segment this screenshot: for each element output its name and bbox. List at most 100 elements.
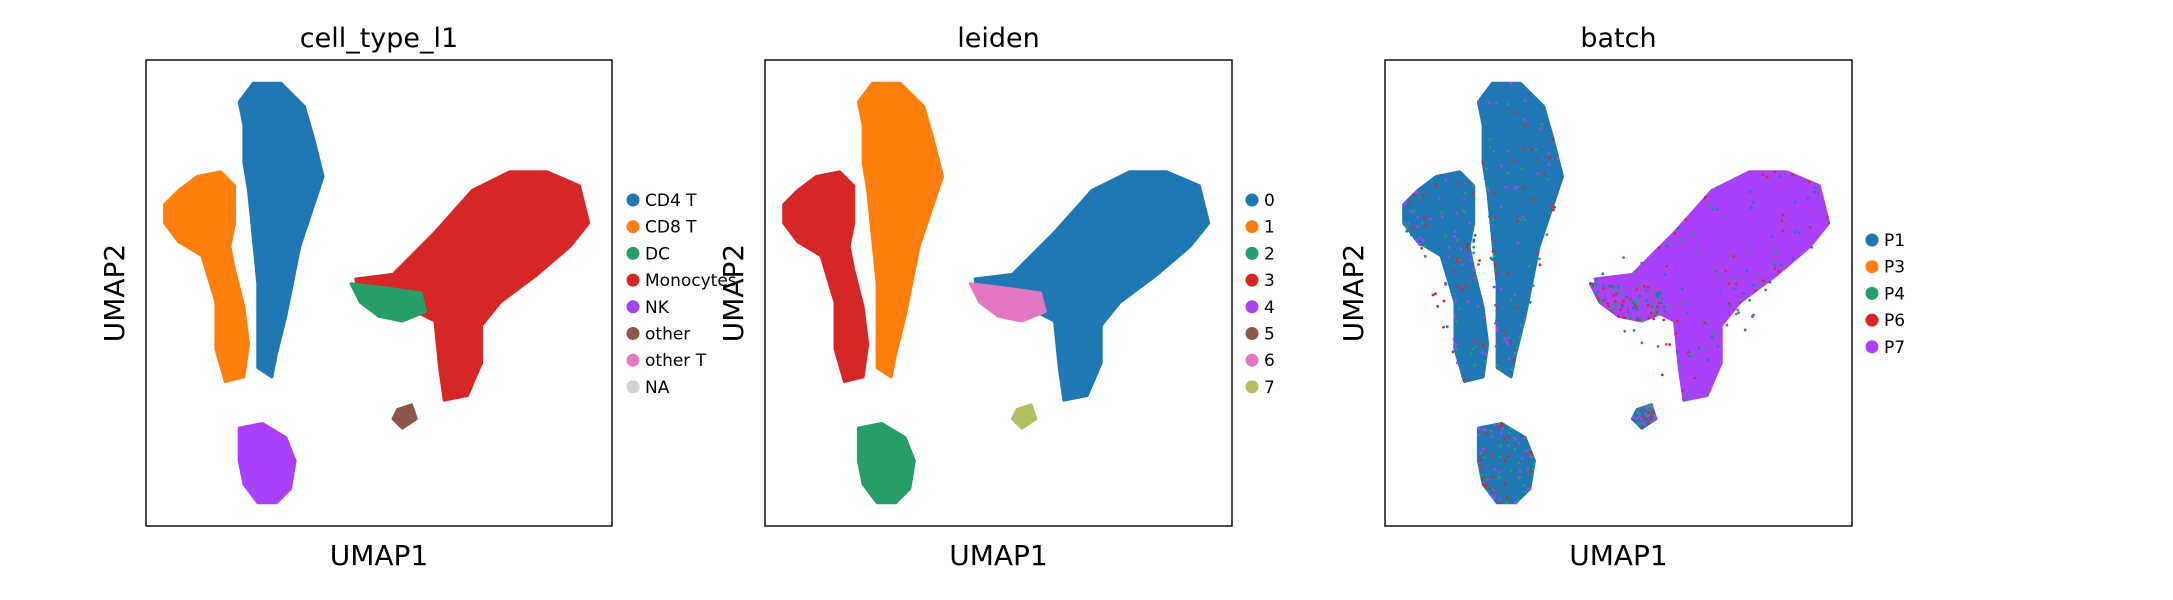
cell-point — [1510, 369, 1514, 372]
cell-point — [1772, 260, 1776, 263]
legend-label: 0 — [1264, 191, 1275, 211]
cell-point — [1460, 263, 1464, 267]
cell-point — [1423, 254, 1427, 258]
cell-point — [1688, 354, 1692, 358]
cluster-region — [1402, 170, 1490, 383]
cell-point — [1723, 214, 1727, 218]
legend-marker — [1865, 233, 1879, 247]
cell-point — [1512, 359, 1516, 363]
cell-point — [1533, 252, 1537, 256]
cell-point — [1485, 431, 1488, 435]
cell-point — [1773, 263, 1777, 267]
cell-point — [1445, 325, 1449, 329]
legend-marker — [1865, 286, 1879, 300]
cell-point — [1516, 219, 1520, 223]
cell-point — [1491, 249, 1495, 253]
cell-point — [1515, 185, 1519, 189]
cell-point — [1757, 273, 1760, 277]
cell-point — [1682, 398, 1686, 402]
cell-point — [1714, 269, 1718, 273]
cell-point — [1635, 269, 1639, 273]
cell-point — [1505, 478, 1509, 482]
cell-point — [1502, 446, 1505, 450]
cell-point — [1507, 357, 1511, 360]
cell-point — [1632, 275, 1636, 279]
cell-point — [1680, 287, 1684, 291]
cell-point — [1712, 332, 1715, 335]
cell-point — [1517, 498, 1521, 502]
y-axis-label: UMAP2 — [1337, 244, 1370, 343]
cell-point — [1743, 328, 1747, 332]
cell-point — [1492, 285, 1496, 289]
cell-point — [1470, 312, 1474, 316]
y-axis-label: UMAP2 — [717, 244, 750, 343]
cell-point — [1466, 242, 1470, 246]
cell-point — [1761, 173, 1765, 176]
cell-point — [1452, 345, 1456, 349]
cell-point — [1490, 494, 1493, 497]
legend-marker — [626, 300, 640, 314]
cell-point — [1634, 420, 1638, 424]
cell-point — [1484, 167, 1488, 171]
cell-point — [1528, 264, 1531, 268]
cell-point — [1518, 217, 1522, 221]
cell-point — [1716, 186, 1719, 190]
cell-point — [1732, 255, 1736, 258]
cell-point — [1415, 239, 1419, 242]
cell-point — [1525, 450, 1528, 453]
legend-label: P6 — [1884, 311, 1905, 331]
cell-point — [1810, 198, 1814, 202]
cell-point — [1462, 198, 1466, 202]
panel-title: leiden — [957, 23, 1039, 54]
cell-point — [1684, 218, 1688, 222]
cell-point — [1483, 452, 1487, 456]
cell-point — [1518, 475, 1522, 479]
x-axis-label: UMAP1 — [1569, 539, 1668, 572]
cell-point — [1523, 315, 1527, 318]
cell-point — [1591, 282, 1595, 286]
cell-point — [1765, 175, 1769, 179]
cell-point — [1495, 101, 1498, 105]
legend-label: 4 — [1264, 298, 1275, 318]
cell-point — [1509, 81, 1513, 85]
cell-point — [1716, 344, 1720, 348]
cell-point — [1641, 303, 1644, 306]
cell-point — [1543, 172, 1546, 176]
cell-point — [1532, 458, 1536, 462]
cell-point — [1520, 456, 1524, 460]
cell-point — [1484, 177, 1488, 180]
cell-point — [1662, 318, 1666, 322]
cell-point — [1681, 389, 1684, 392]
cell-point — [1429, 217, 1432, 221]
cell-point — [1423, 216, 1426, 220]
cell-point — [1781, 213, 1785, 217]
cell-point — [1656, 305, 1659, 309]
cell-point — [1483, 456, 1487, 459]
cell-point — [1498, 368, 1502, 371]
cell-point — [1659, 311, 1663, 315]
cell-point — [1752, 200, 1755, 204]
cell-point — [1690, 232, 1694, 236]
cell-point — [1456, 256, 1459, 260]
cell-point — [1762, 279, 1765, 283]
x-axis-label: UMAP1 — [949, 539, 1048, 572]
cell-point — [1549, 131, 1553, 134]
cell-point — [1453, 234, 1457, 238]
cell-point — [1697, 346, 1701, 350]
cell-point — [1646, 411, 1650, 414]
cell-point — [1501, 427, 1505, 430]
cell-point — [1677, 366, 1681, 369]
cell-point — [1500, 493, 1504, 497]
cell-point — [1560, 174, 1564, 177]
cell-point — [1472, 193, 1476, 196]
cell-point — [1494, 490, 1498, 493]
cell-point — [1532, 462, 1536, 466]
cell-point — [1477, 263, 1480, 266]
cell-point — [1491, 241, 1495, 245]
cell-point — [1491, 435, 1495, 439]
cell-point — [1797, 231, 1801, 235]
cell-point — [1455, 333, 1459, 337]
cell-point — [1691, 270, 1695, 274]
cell-point — [1488, 491, 1492, 495]
cell-point — [1711, 208, 1715, 212]
